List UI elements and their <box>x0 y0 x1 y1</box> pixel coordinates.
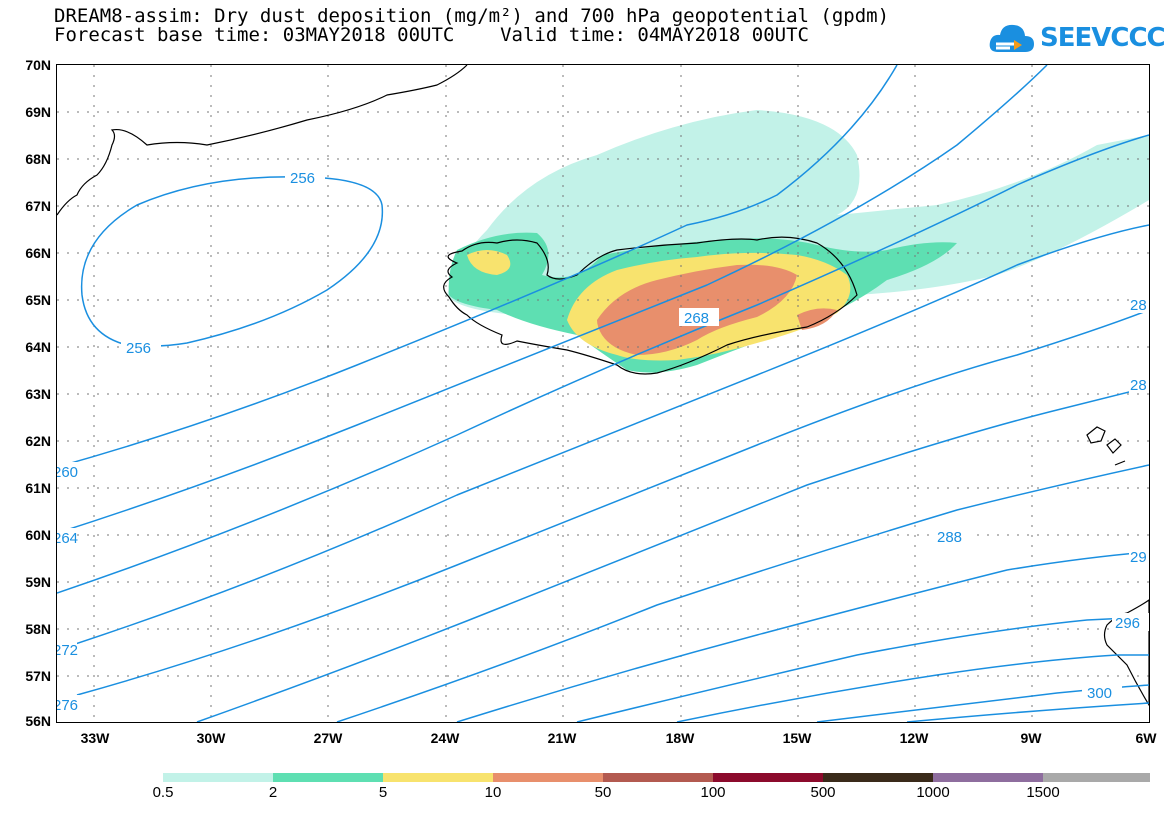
cloud-icon <box>989 24 1034 52</box>
colorbar-label: 5 <box>378 784 388 801</box>
lon-label: 24W <box>430 730 460 746</box>
lon-label: 30W <box>196 730 226 746</box>
colorbar-label: 2 <box>268 784 278 801</box>
lat-label: 65N <box>25 292 51 308</box>
lon-label: 9W <box>1020 730 1042 746</box>
colorbar-segment <box>493 773 603 782</box>
lat-label: 62N <box>25 433 51 449</box>
contour-label: 300 <box>1087 685 1112 702</box>
map-title: DREAM8-assim: Dry dust deposition (mg/m²… <box>54 5 890 27</box>
greenland-coast <box>56 64 468 216</box>
lon-label: 15W <box>782 730 812 746</box>
lon-label: 6W <box>1135 730 1157 746</box>
lon-label: 18W <box>665 730 695 746</box>
contour-label: 296 <box>1115 615 1140 632</box>
colorbar-segment <box>273 773 383 782</box>
seevccc-logo: SEEVCCC <box>988 18 1168 60</box>
contour-label: 260 <box>57 464 78 481</box>
contour-label: 264 <box>57 530 78 547</box>
colorbar-segment <box>163 773 273 782</box>
colorbar-label: 50 <box>594 784 612 801</box>
lat-label: 63N <box>25 386 51 402</box>
colorbar-segment <box>823 773 933 782</box>
lat-label: 64N <box>25 339 51 355</box>
lon-label: 27W <box>313 730 343 746</box>
colorbar-label: 100 <box>700 784 726 801</box>
contour-label: 29 <box>1130 549 1147 566</box>
lat-label: 61N <box>25 480 51 496</box>
colorbar-segment <box>383 773 493 782</box>
colorbar-segment <box>1043 773 1150 782</box>
colorbar-label: 10 <box>484 784 502 801</box>
lat-label: 57N <box>25 668 51 684</box>
colorbar-segment <box>933 773 1043 782</box>
lat-label: 60N <box>25 527 51 543</box>
contour-label: 272 <box>57 642 78 659</box>
lat-label: 70N <box>25 57 51 73</box>
contour-label: 28 <box>1130 377 1147 394</box>
contour-label: 288 <box>937 529 962 546</box>
faroe-islands <box>1086 426 1126 466</box>
contour-label: 28 <box>1130 297 1147 314</box>
lat-label: 67N <box>25 198 51 214</box>
lat-label: 59N <box>25 574 51 590</box>
colorbar-segment <box>603 773 713 782</box>
lat-label: 66N <box>25 245 51 261</box>
contour-256 <box>80 176 384 347</box>
colorbar-label: 1000 <box>916 784 950 801</box>
lon-label: 12W <box>899 730 929 746</box>
iceland-coast <box>443 236 858 375</box>
logo-text: SEEVCCC <box>1040 23 1166 53</box>
contour-label: 276 <box>57 697 78 714</box>
colorbar-label: 500 <box>810 784 836 801</box>
dust-deposition-shading <box>447 110 1149 373</box>
colorbar-label: 0.5 <box>152 784 174 801</box>
contour-label: 268 <box>684 310 709 327</box>
lat-label: 58N <box>25 621 51 637</box>
graticule <box>57 65 1149 722</box>
colorbar-label: 1500 <box>1026 784 1060 801</box>
colorbar-segment <box>713 773 823 782</box>
contour-label: 256 <box>290 170 315 187</box>
lat-label: 68N <box>25 151 51 167</box>
lon-label: 21W <box>547 730 577 746</box>
contour-label: 256 <box>126 340 151 357</box>
geopotential-contours <box>56 64 1150 723</box>
contour-labels: 256 256 268 288 300 260 264 272 276 28 2… <box>53 168 1149 714</box>
lat-label: 69N <box>25 104 51 120</box>
map-area[interactable]: 256 256 268 288 300 260 264 272 276 28 2… <box>53 64 1150 723</box>
lon-label: 33W <box>80 730 110 746</box>
lat-label: 56N <box>25 713 51 729</box>
forecast-times: Forecast base time: 03MAY2018 00UTC Vali… <box>54 24 809 46</box>
map-svg: 256 256 268 288 300 260 264 272 276 28 2… <box>53 64 1150 723</box>
